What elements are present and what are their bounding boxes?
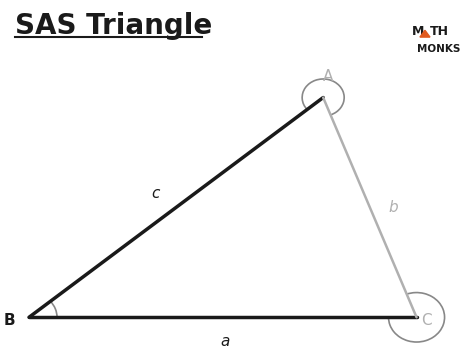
Text: B: B (3, 313, 15, 328)
Text: a: a (220, 334, 230, 349)
Text: c: c (151, 186, 160, 201)
Polygon shape (420, 30, 430, 37)
Text: SAS Triangle: SAS Triangle (15, 12, 212, 40)
Text: M: M (412, 25, 424, 38)
Text: MONKS: MONKS (418, 44, 461, 54)
Text: A: A (323, 69, 333, 84)
Text: b: b (389, 200, 398, 215)
Text: C: C (421, 313, 432, 328)
Text: TH: TH (429, 25, 448, 38)
